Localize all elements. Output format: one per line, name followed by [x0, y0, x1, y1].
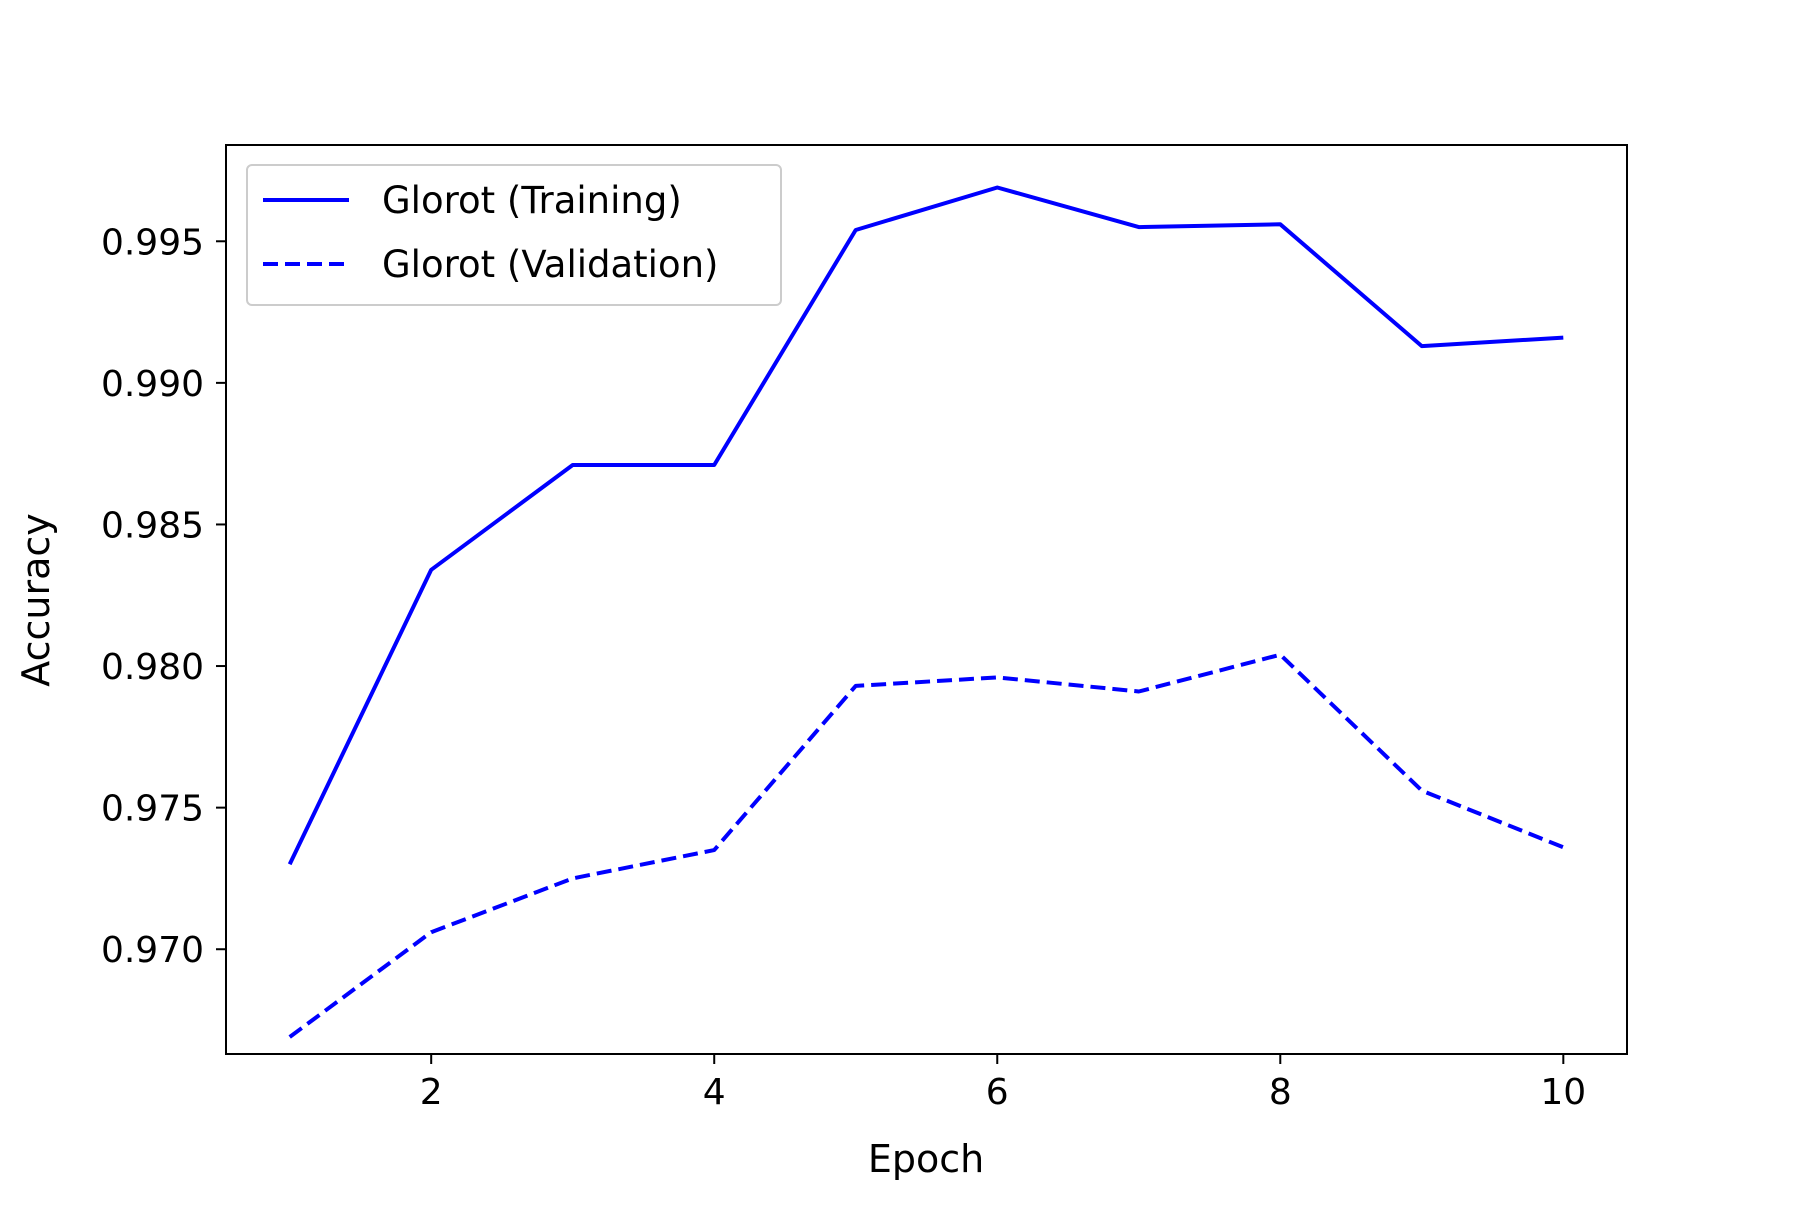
y-tick-label: 0.970 — [101, 930, 204, 971]
y-tick-label: 0.980 — [101, 647, 204, 688]
legend: Glorot (Training) Glorot (Validation) — [246, 164, 782, 306]
x-tick-label: 10 — [1540, 1072, 1586, 1113]
y-tick-label: 0.975 — [101, 789, 204, 830]
legend-box — [246, 164, 782, 306]
y-tick-label: 0.995 — [101, 222, 204, 263]
x-tick-label: 2 — [420, 1072, 443, 1113]
x-tick-label: 4 — [703, 1072, 726, 1113]
ticks-layer: 2 4 6 8 10 0.970 0.975 0.980 0.985 0.990 0.995 — [101, 222, 1586, 1113]
legend-label-glorot-validation: Glorot (Validation) — [382, 243, 718, 286]
y-tick-label: 0.985 — [101, 505, 204, 546]
legend-label-glorot-training: Glorot (Training) — [382, 179, 682, 222]
x-tick-label: 8 — [1269, 1072, 1292, 1113]
series-line-glorot-validation — [288, 652, 1565, 1039]
x-tick-label: 6 — [986, 1072, 1009, 1113]
series-layer — [287, 185, 1565, 1039]
series-line-glorot-training — [287, 185, 1564, 866]
y-axis-label: Accuracy — [14, 513, 58, 687]
plot-frame — [225, 144, 1628, 1055]
x-axis-label: Epoch — [868, 1137, 984, 1181]
y-tick-label: 0.990 — [101, 364, 204, 405]
